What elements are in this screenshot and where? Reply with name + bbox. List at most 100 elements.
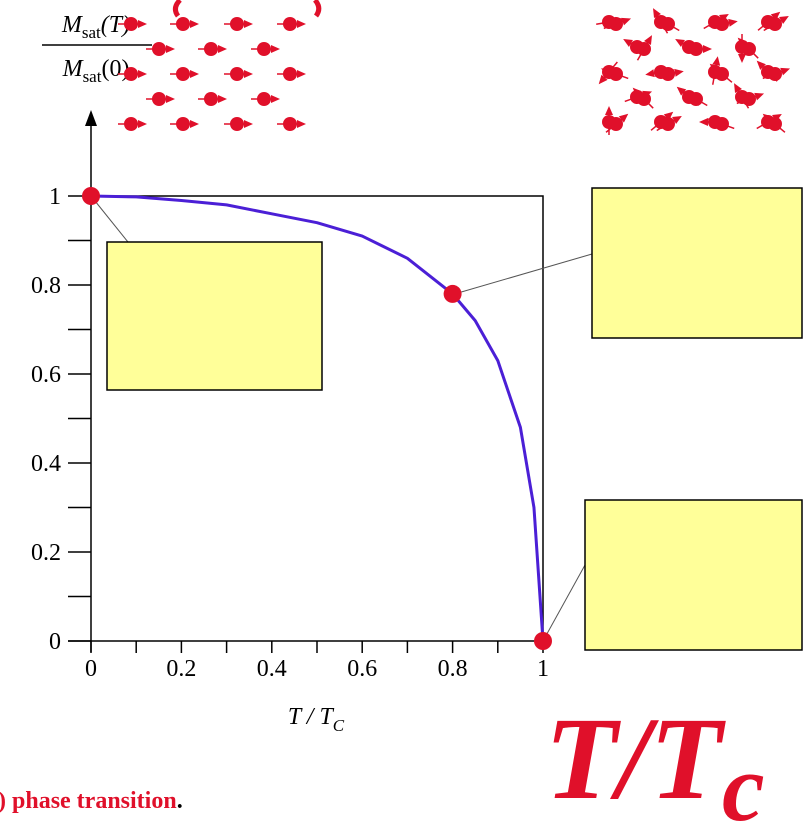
- spin-head: [271, 45, 280, 53]
- spin: [283, 117, 297, 131]
- highlight-point: [534, 632, 552, 650]
- spin-head: [297, 20, 306, 28]
- caption-end: .: [177, 788, 183, 814]
- spin-box-partial: [591, 187, 803, 339]
- spin: [283, 17, 297, 31]
- y-tick-label: 0.8: [31, 273, 61, 299]
- spin: [230, 117, 244, 131]
- leader-line: [450, 253, 593, 296]
- x-tick-label: 0: [85, 656, 97, 682]
- spin-head: [190, 20, 199, 28]
- y-label-arg: (0): [101, 56, 129, 82]
- spin: [602, 65, 616, 79]
- spin-head: [190, 120, 199, 128]
- spin-head: [297, 70, 306, 78]
- spin: [735, 40, 749, 54]
- spin: [735, 90, 749, 104]
- spin-head: [244, 70, 253, 78]
- spin: [230, 17, 244, 31]
- spin: [602, 115, 616, 129]
- spin: [630, 90, 644, 104]
- spin-head: [244, 120, 253, 128]
- y-label-denominator: Msat(0): [62, 56, 130, 86]
- spin: [152, 42, 166, 56]
- spin: [204, 42, 218, 56]
- y-label-symbol: M: [61, 12, 84, 38]
- axis-arrow: [85, 110, 97, 126]
- spin-head: [770, 11, 781, 21]
- spin-head: [712, 56, 721, 66]
- spin-head: [719, 14, 729, 22]
- y-label-subscript: sat: [83, 67, 102, 86]
- spin-head: [772, 114, 782, 122]
- y-tick-label: 0: [49, 629, 61, 655]
- spin: [602, 15, 616, 29]
- spin-head: [598, 74, 608, 85]
- spin: [761, 115, 775, 129]
- overlay-label: T/Tc: [545, 693, 765, 839]
- y-label-numerator: Msat(T): [61, 12, 130, 42]
- highlight-point: [443, 284, 462, 303]
- spin: [204, 92, 218, 106]
- x-tick-label: 0.8: [438, 656, 468, 682]
- spin-head: [297, 120, 306, 128]
- spin: [708, 115, 722, 129]
- spin: [761, 65, 775, 79]
- spin-head: [605, 106, 613, 115]
- spin: [682, 90, 696, 104]
- x-tick-label: 0.2: [166, 656, 196, 682]
- y-label-subscript: sat: [82, 23, 101, 42]
- spin: [654, 115, 668, 129]
- spin: [124, 17, 138, 31]
- spin: [176, 67, 190, 81]
- spin: [682, 40, 696, 54]
- spin-head: [754, 92, 765, 101]
- spin-head: [190, 70, 199, 78]
- spin-head: [244, 20, 253, 28]
- leader-line: [90, 195, 129, 243]
- spin: [124, 117, 138, 131]
- spin: [761, 15, 775, 29]
- spin-head: [653, 8, 661, 18]
- curve: [90, 194, 545, 642]
- spin-head: [644, 35, 652, 45]
- spin-head: [166, 45, 175, 53]
- spin-head: [676, 86, 687, 96]
- spin-head: [672, 116, 682, 124]
- spin-box-random: [584, 499, 803, 651]
- spin: [176, 117, 190, 131]
- spin: [176, 17, 190, 31]
- spin: [257, 92, 271, 106]
- overlay-main: T/T: [545, 693, 726, 824]
- x-label: T / TC: [288, 704, 345, 735]
- spin-head: [138, 70, 147, 78]
- spin-head: [734, 83, 742, 93]
- highlight-point: [82, 187, 100, 205]
- y-tick-label: 0.2: [31, 540, 61, 566]
- x-label-subscript: C: [333, 716, 345, 735]
- insets: [90, 8, 803, 651]
- y-tick-label: 0.6: [31, 362, 61, 388]
- spin-head: [166, 95, 175, 103]
- spin-head: [728, 18, 738, 27]
- spin: [654, 15, 668, 29]
- spin-head: [779, 16, 789, 24]
- spin-head: [623, 39, 633, 47]
- spin: [708, 15, 722, 29]
- spin-head: [138, 120, 147, 128]
- spin-head: [674, 68, 684, 77]
- spin: [630, 40, 644, 54]
- spin-head: [738, 54, 746, 63]
- spin: [283, 67, 297, 81]
- overlay-sub: c: [722, 734, 765, 839]
- x-tick-label: 0.6: [347, 656, 377, 682]
- x-label-text: T / T: [288, 704, 335, 730]
- spin: [124, 67, 138, 81]
- spin-box-ordered: [106, 241, 323, 391]
- frame: [91, 195, 544, 641]
- spin: [152, 92, 166, 106]
- spin-head: [756, 60, 766, 70]
- spin-head: [675, 39, 685, 47]
- spin-head: [615, 16, 625, 25]
